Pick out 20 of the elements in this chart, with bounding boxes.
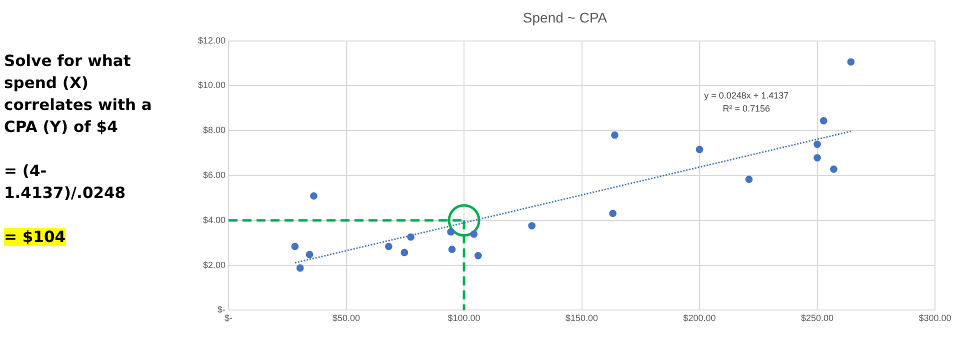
y-tick-label: $8.00 bbox=[202, 125, 226, 136]
text: = (4-1.4137)/.0248 bbox=[4, 162, 126, 202]
x-tick-label: $100.00 bbox=[448, 313, 480, 324]
annotation: y = 0.0248x + 1.4137 bbox=[704, 90, 789, 101]
text: Solve for what spend (X) correlates with a CPA (Y) of $4 bbox=[4, 52, 152, 136]
x-tick-label: $50.00 bbox=[332, 313, 360, 324]
x-tick-label: $250.00 bbox=[800, 313, 834, 324]
x-tick-label: $150.00 bbox=[565, 313, 598, 324]
y-tick-label: $10.00 bbox=[198, 80, 226, 90]
y-tick-label: $- bbox=[218, 304, 226, 315]
x-tick-label: $200.00 bbox=[683, 313, 716, 324]
x-tick-label: $- bbox=[224, 313, 233, 324]
annotation: R² = 0.7156 bbox=[722, 104, 770, 114]
chart-title: Spend ~ CPA bbox=[522, 9, 608, 26]
y-tick-label: $6.00 bbox=[202, 170, 226, 180]
text: = $104 bbox=[4, 228, 66, 246]
y-tick-label: $12.00 bbox=[198, 35, 226, 46]
x-tick-label: $300.00 bbox=[918, 313, 952, 324]
y-tick-label: $2.00 bbox=[202, 260, 226, 270]
y-tick-label: $4.00 bbox=[202, 214, 226, 225]
